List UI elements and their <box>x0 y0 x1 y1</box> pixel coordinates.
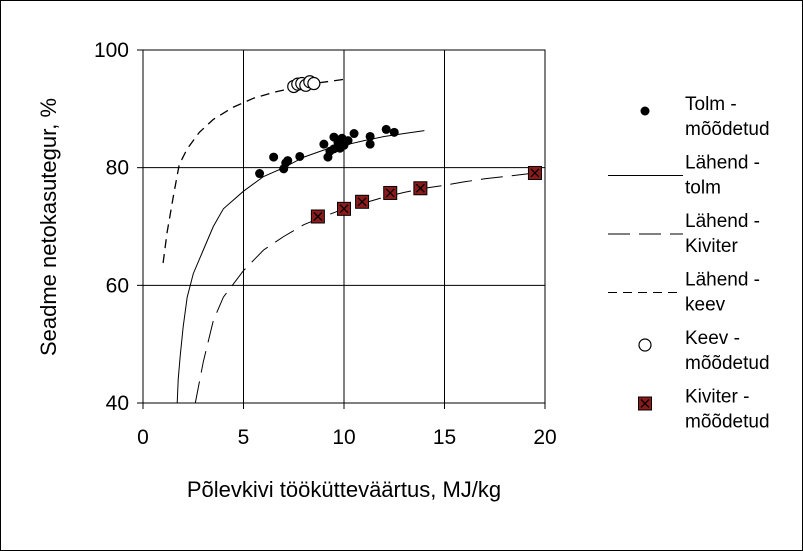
legend-label: Kiviter - <box>685 387 749 408</box>
x-tick-label: 20 <box>533 426 556 449</box>
legend-label: Lähend - <box>685 270 760 291</box>
legend-label: Keev - <box>685 328 740 349</box>
x-tick-labels: 0 5 10 15 20 <box>137 426 557 449</box>
data-point <box>337 201 351 216</box>
legend-label: mõõdetud <box>685 412 770 433</box>
x-tick-label: 0 <box>137 426 149 449</box>
data-point <box>365 139 375 149</box>
series-tolm-mood <box>255 124 399 179</box>
data-point <box>343 136 353 146</box>
legend-entry: Lähend - keev <box>608 270 760 316</box>
data-point <box>355 194 370 209</box>
y-tick-label: 100 <box>94 39 129 62</box>
legend-entry: Kiviter - mõõdetud <box>638 387 770 433</box>
legend-symbol <box>638 338 652 352</box>
y-tick-label: 40 <box>106 392 129 415</box>
y-tick-label: 60 <box>106 274 129 297</box>
x-tick-label: 10 <box>332 426 355 449</box>
fit-line-lahend-tolm <box>176 130 425 404</box>
x-axis-title: Põlevkivi töökütteväärtus, MJ/kg <box>187 477 501 502</box>
legend-label: Lähend - <box>685 153 760 174</box>
data-point <box>283 156 293 166</box>
legend-label: tolm <box>685 178 721 199</box>
legend-entry: Lähend - Kiviter <box>608 211 760 257</box>
series-kiviter-mood <box>310 165 542 224</box>
series-keev-mood <box>287 75 321 94</box>
gridlines <box>143 50 545 403</box>
legend-entry: Tolm - mõõdetud <box>640 94 770 140</box>
legend-symbol <box>640 106 650 116</box>
axis-ticks <box>137 49 546 409</box>
legend-label: Kiviter <box>685 236 738 257</box>
data-point <box>310 209 325 224</box>
y-tick-labels: 40 60 80 100 <box>94 39 129 415</box>
legend-label: mõõdetud <box>685 119 770 140</box>
data-point <box>349 129 359 139</box>
y-axis-title: Seadme netokasutegur, % <box>36 98 61 356</box>
legend-label: Tolm - <box>685 94 737 115</box>
data-point <box>307 76 321 91</box>
data-point <box>383 185 398 200</box>
data-point <box>527 165 542 180</box>
data-point <box>269 152 279 162</box>
legend-entry: Lähend - tolm <box>608 153 760 199</box>
data-point <box>295 151 305 161</box>
legend: Tolm - mõõdetud Lähend - tolm Lähend - Kivite… <box>608 94 770 433</box>
data-point <box>381 124 391 134</box>
y-tick-label: 80 <box>106 157 129 180</box>
legend-entry: Keev - mõõdetud <box>638 328 770 374</box>
x-tick-label: 5 <box>238 426 250 449</box>
legend-symbol <box>638 396 652 411</box>
legend-label: Lähend - <box>685 211 760 232</box>
data-point <box>413 181 428 196</box>
legend-label: keev <box>685 295 726 316</box>
data-point <box>389 127 399 137</box>
data-point <box>255 169 265 179</box>
data-point <box>319 139 329 149</box>
data-points <box>255 75 542 224</box>
legend-label: mõõdetud <box>685 353 770 374</box>
data-point <box>365 131 375 141</box>
x-tick-label: 15 <box>433 426 456 449</box>
